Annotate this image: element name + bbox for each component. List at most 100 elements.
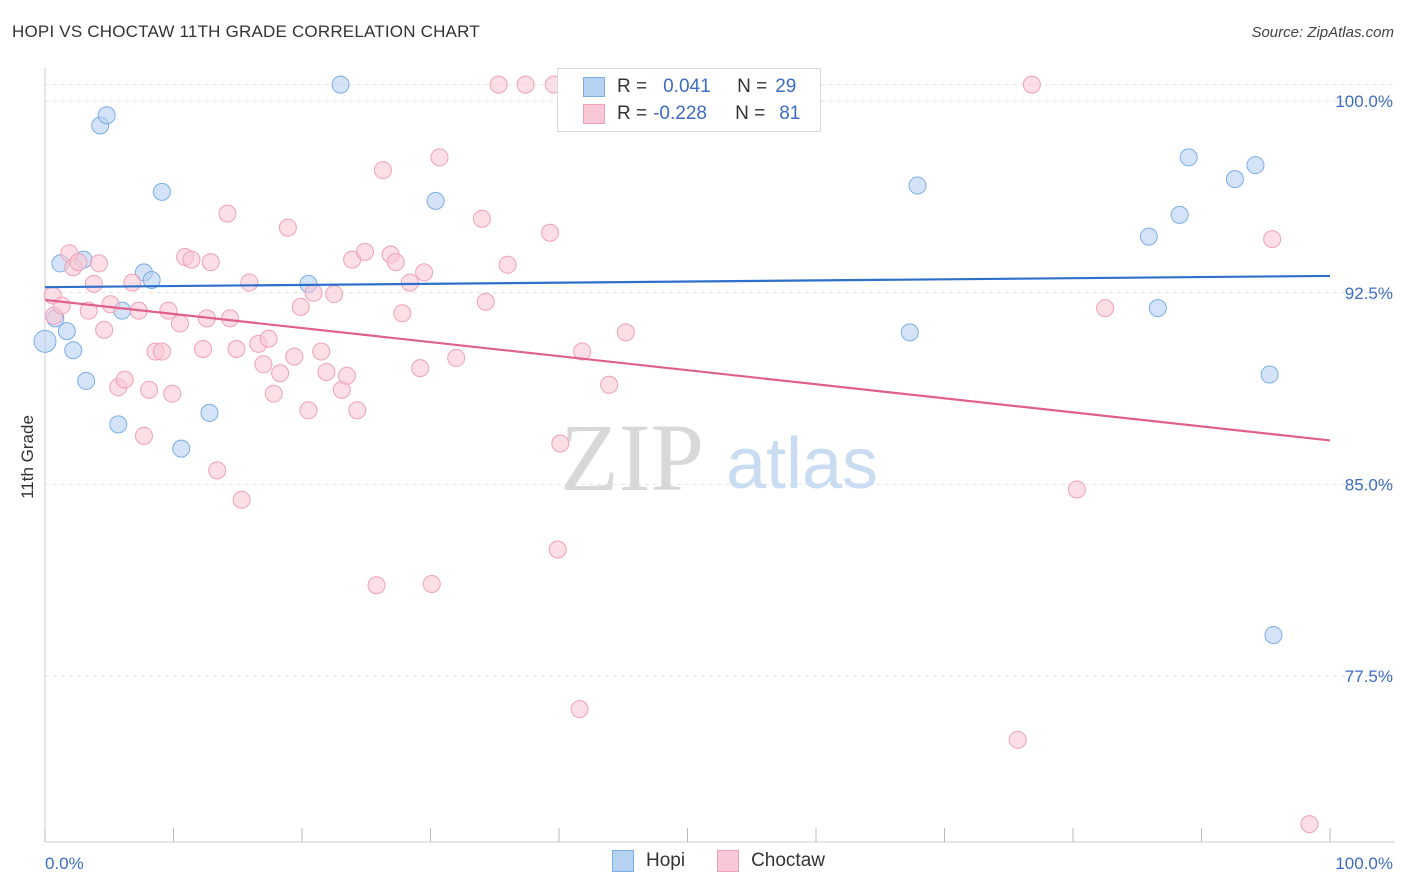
hopi-point	[57, 322, 76, 341]
choctaw-point	[489, 75, 508, 94]
chart-title: HOPI VS CHOCTAW 11TH GRADE CORRELATION C…	[12, 22, 480, 41]
trend-lines	[44, 274, 1331, 442]
choctaw-point	[69, 253, 88, 272]
hopi-point	[142, 271, 161, 290]
choctaw-n-label: N =	[735, 103, 766, 124]
watermark-zip: ZIP	[560, 404, 704, 511]
hopi-r-label: R =	[617, 76, 648, 97]
hopi-point	[1148, 299, 1167, 318]
data-points	[33, 75, 1319, 834]
choctaw-point	[101, 295, 120, 314]
legend-choctaw-swatch	[717, 850, 740, 872]
choctaw-point	[1067, 480, 1086, 499]
choctaw-point	[1096, 299, 1115, 318]
y-tick-label: 85.0%	[1345, 475, 1393, 494]
hopi-r-value: 0.041	[663, 76, 711, 97]
choctaw-n-value: 81	[779, 103, 801, 124]
choctaw-point	[1022, 75, 1041, 94]
choctaw-point	[411, 359, 430, 378]
choctaw-point	[285, 347, 304, 366]
legend-hopi-label: Hopi	[646, 850, 686, 871]
choctaw-point	[227, 339, 246, 358]
legend-row-hopi: R = 0.041 N = 29	[558, 74, 796, 100]
choctaw-point	[232, 490, 251, 509]
hopi-point	[1179, 148, 1198, 167]
choctaw-point	[170, 314, 189, 333]
hopi-point	[1246, 156, 1265, 175]
choctaw-r-value: -0.228	[653, 103, 707, 124]
choctaw-point	[325, 285, 344, 304]
choctaw-point	[271, 364, 290, 383]
choctaw-point	[115, 370, 134, 389]
choctaw-point	[1263, 230, 1282, 249]
hopi-n-value: 29	[775, 76, 797, 97]
choctaw-point	[355, 242, 374, 261]
choctaw-point	[386, 253, 405, 272]
choctaw-point	[291, 297, 310, 316]
source-credit: Source: ZipAtlas.com	[1251, 24, 1394, 41]
x-tick-label: 100.0%	[1335, 854, 1393, 873]
stats-legend: R = 0.041 N = 29 R = -0.228 N = 81	[557, 68, 821, 132]
choctaw-point	[264, 384, 283, 403]
choctaw-point	[52, 296, 71, 315]
hopi-point	[900, 323, 919, 342]
choctaw-point	[430, 148, 449, 167]
choctaw-point	[259, 329, 278, 348]
choctaw-point	[182, 250, 201, 269]
watermark-atlas: atlas	[726, 424, 878, 504]
choctaw-point	[134, 426, 153, 445]
hopi-n-label: N =	[737, 76, 768, 97]
choctaw-point	[548, 540, 567, 559]
choctaw-point	[278, 218, 297, 237]
hopi-point	[97, 106, 116, 125]
hopi-point	[908, 176, 927, 195]
y-axis-label: 11th Grade	[18, 415, 37, 499]
choctaw-point	[240, 273, 259, 292]
legend-hopi-swatch	[612, 850, 634, 872]
choctaw-point	[194, 339, 213, 358]
choctaw-point	[348, 401, 367, 420]
hopi-point	[77, 371, 96, 390]
hopi-point	[152, 182, 171, 201]
choctaw-point	[472, 209, 491, 228]
choctaw-point	[208, 461, 227, 480]
choctaw-point	[1300, 815, 1319, 834]
gridlines	[45, 84, 1395, 677]
choctaw-point	[140, 380, 159, 399]
choctaw-point	[163, 384, 182, 403]
choctaw-point	[422, 575, 441, 593]
choctaw-point	[304, 283, 323, 302]
choctaw-point	[498, 255, 517, 274]
choctaw-r-label: R =	[617, 103, 648, 124]
choctaw-point	[1008, 730, 1027, 749]
choctaw-trend-line	[44, 298, 1331, 442]
choctaw-point	[201, 253, 220, 272]
hopi-point	[1170, 205, 1189, 224]
choctaw-point	[123, 273, 142, 292]
choctaw-point	[299, 401, 318, 420]
choctaw-point	[415, 263, 434, 282]
hopi-point	[1139, 227, 1158, 246]
choctaw-point	[600, 375, 619, 394]
choctaw-point	[570, 700, 589, 719]
choctaw-point	[254, 355, 273, 374]
hopi-point	[33, 329, 57, 353]
choctaw-point	[373, 161, 392, 180]
choctaw-point	[317, 362, 336, 381]
y-tick-label: 92.5%	[1345, 284, 1393, 303]
choctaw-swatch	[583, 104, 605, 124]
choctaw-point	[393, 304, 412, 323]
series-legend: Hopi Choctaw	[612, 850, 825, 872]
choctaw-point	[367, 576, 386, 595]
choctaw-point	[89, 254, 108, 273]
hopi-point	[426, 191, 445, 210]
y-tick-label: 100.0%	[1335, 92, 1393, 111]
hopi-point	[1260, 365, 1279, 384]
axes	[44, 68, 1395, 843]
choctaw-point	[616, 323, 635, 342]
hopi-trend-line	[44, 274, 1331, 289]
choctaw-point	[400, 273, 419, 292]
choctaw-point	[312, 342, 331, 361]
y-tick-label: 77.5%	[1345, 667, 1393, 686]
